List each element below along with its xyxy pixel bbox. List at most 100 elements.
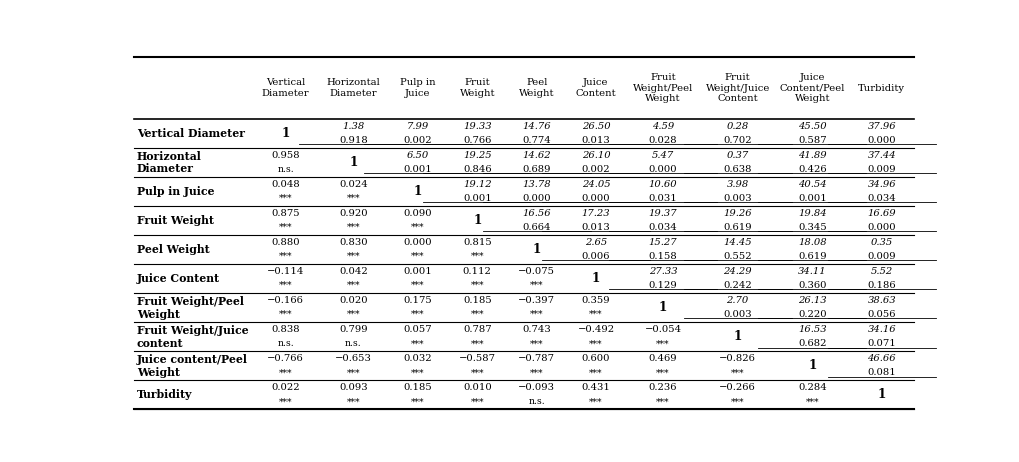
Text: −0.093: −0.093	[518, 383, 554, 392]
Text: 0.093: 0.093	[339, 383, 368, 392]
Text: 3.98: 3.98	[726, 180, 748, 189]
Text: 0.001: 0.001	[404, 165, 432, 174]
Text: 0.838: 0.838	[271, 325, 300, 334]
Text: 24.05: 24.05	[581, 180, 609, 189]
Text: ***: ***	[731, 397, 744, 407]
Text: 1.38: 1.38	[342, 122, 364, 131]
Text: ***: ***	[655, 368, 669, 377]
Text: 0.185: 0.185	[404, 383, 432, 392]
Text: 0.918: 0.918	[338, 136, 368, 145]
Text: 0.830: 0.830	[339, 238, 368, 247]
Text: 0.000: 0.000	[866, 223, 896, 232]
Text: −0.826: −0.826	[718, 354, 755, 363]
Text: 0.185: 0.185	[463, 296, 491, 305]
Text: 0.815: 0.815	[463, 238, 491, 247]
Text: 19.12: 19.12	[463, 180, 491, 189]
Text: 37.44: 37.44	[866, 151, 896, 160]
Text: 26.50: 26.50	[581, 122, 609, 131]
Text: 0.000: 0.000	[404, 238, 432, 247]
Text: 0.359: 0.359	[581, 296, 609, 305]
Text: 26.10: 26.10	[581, 151, 609, 160]
Text: ***: ***	[411, 368, 424, 377]
Text: 0.048: 0.048	[271, 180, 300, 189]
Text: 0.010: 0.010	[463, 383, 491, 392]
Text: 14.76: 14.76	[522, 122, 550, 131]
Text: Fruit
Weight/Peel
Weight: Fruit Weight/Peel Weight	[632, 73, 693, 103]
Text: 7.99: 7.99	[407, 122, 429, 131]
Text: 13.78: 13.78	[522, 180, 550, 189]
Text: 0.001: 0.001	[463, 194, 491, 203]
Text: 0.000: 0.000	[648, 165, 677, 174]
Text: ***: ***	[805, 397, 818, 407]
Text: 16.69: 16.69	[866, 209, 896, 218]
Text: ***: ***	[530, 368, 543, 377]
Text: ***: ***	[731, 368, 744, 377]
Text: 0.158: 0.158	[648, 252, 677, 261]
Text: 45.50: 45.50	[797, 122, 825, 131]
Text: 1: 1	[876, 389, 886, 401]
Text: 38.63: 38.63	[866, 296, 896, 305]
Text: 0.003: 0.003	[722, 310, 751, 319]
Text: 0.002: 0.002	[404, 136, 432, 145]
Text: ***: ***	[411, 252, 424, 261]
Text: n.s.: n.s.	[344, 339, 362, 348]
Text: −0.054: −0.054	[644, 325, 681, 334]
Text: Horizontal
Diameter: Horizontal Diameter	[137, 151, 202, 174]
Text: 26.13: 26.13	[797, 296, 825, 305]
Text: 5.52: 5.52	[870, 267, 892, 276]
Text: 2.70: 2.70	[726, 296, 748, 305]
Text: 0.552: 0.552	[722, 252, 751, 261]
Text: ***: ***	[278, 368, 292, 377]
Text: ***: ***	[278, 252, 292, 261]
Text: ***: ***	[278, 223, 292, 232]
Text: −0.397: −0.397	[518, 296, 554, 305]
Text: 0.001: 0.001	[404, 267, 432, 276]
Text: 0.042: 0.042	[338, 267, 368, 276]
Text: ***: ***	[346, 223, 360, 232]
Text: ***: ***	[411, 223, 424, 232]
Text: 15.27: 15.27	[648, 238, 677, 247]
Text: 0.000: 0.000	[581, 194, 609, 203]
Text: 1: 1	[591, 272, 599, 285]
Text: 0.009: 0.009	[866, 165, 896, 174]
Text: 14.45: 14.45	[722, 238, 751, 247]
Text: −0.587: −0.587	[459, 354, 495, 363]
Text: Juice
Content: Juice Content	[575, 79, 615, 98]
Text: 10.60: 10.60	[648, 180, 677, 189]
Text: ***: ***	[346, 281, 360, 290]
Text: Pulp in
Juice: Pulp in Juice	[399, 79, 435, 98]
Text: 0.057: 0.057	[404, 325, 432, 334]
Text: ***: ***	[278, 281, 292, 290]
Text: 0.787: 0.787	[463, 325, 491, 334]
Text: 0.220: 0.220	[797, 310, 825, 319]
Text: Juice content/Peel
Weight: Juice content/Peel Weight	[137, 354, 248, 378]
Text: 0.186: 0.186	[866, 281, 896, 290]
Text: 0.360: 0.360	[797, 281, 825, 290]
Text: 0.426: 0.426	[797, 165, 825, 174]
Text: 0.682: 0.682	[797, 339, 825, 348]
Text: −0.075: −0.075	[518, 267, 554, 276]
Text: 0.345: 0.345	[797, 223, 825, 232]
Text: ***: ***	[470, 368, 484, 377]
Text: 0.958: 0.958	[271, 151, 300, 160]
Text: 1: 1	[473, 214, 481, 227]
Text: 0.000: 0.000	[522, 194, 550, 203]
Text: 1: 1	[807, 359, 815, 372]
Text: ***: ***	[470, 310, 484, 319]
Text: 14.62: 14.62	[522, 151, 550, 160]
Text: 34.16: 34.16	[866, 325, 896, 334]
Text: Juice
Content/Peel
Weight: Juice Content/Peel Weight	[779, 73, 844, 103]
Text: 0.081: 0.081	[866, 368, 896, 377]
Text: ***: ***	[655, 339, 669, 348]
Text: Fruit
Weight: Fruit Weight	[460, 79, 494, 98]
Text: −0.766: −0.766	[267, 354, 304, 363]
Text: ***: ***	[278, 397, 292, 407]
Text: 0.799: 0.799	[339, 325, 368, 334]
Text: ***: ***	[346, 194, 360, 203]
Text: 0.846: 0.846	[463, 165, 491, 174]
Text: 0.587: 0.587	[797, 136, 825, 145]
Text: Turbidity: Turbidity	[857, 84, 905, 92]
Text: ***: ***	[470, 339, 484, 348]
Text: ***: ***	[411, 281, 424, 290]
Text: ***: ***	[470, 252, 484, 261]
